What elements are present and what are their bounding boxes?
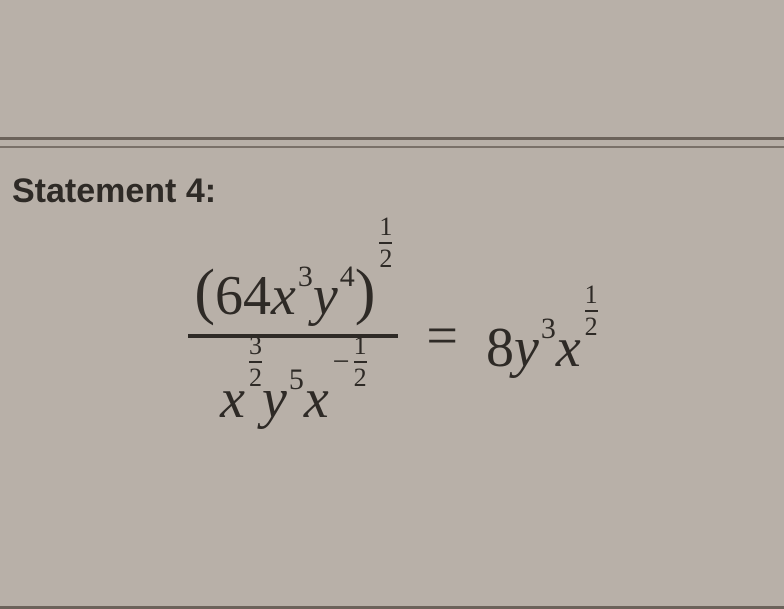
rhs-y-exp: 3 (541, 312, 556, 346)
fraction-bar (188, 334, 398, 338)
var-x: x (271, 264, 296, 328)
den-y-exp: 5 (289, 363, 304, 397)
lhs-fraction: ( 64 x 3 y 4 ) 1 2 (188, 241, 398, 431)
equation: ( 64 x 3 y 4 ) 1 2 (12, 241, 774, 431)
den-x2-exp-num: 1 (354, 333, 367, 359)
den-x1-exp-den: 2 (249, 365, 262, 391)
outer-exp-num: 1 (379, 214, 392, 240)
den-x1-exp-num: 3 (249, 333, 262, 359)
den-x1-exp: 3 2 (249, 304, 262, 391)
rhs-x: x (556, 316, 581, 380)
statement-title: Statement 4: (12, 172, 774, 211)
close-paren: ) (355, 257, 376, 328)
rhs-coef: 8 (486, 316, 514, 380)
rhs-x-exp-num: 1 (585, 282, 598, 308)
equals-sign: = (426, 304, 458, 368)
rhs-x-exp-den: 2 (585, 314, 598, 340)
den-y: y (262, 367, 287, 431)
exp-y-4: 4 (340, 260, 355, 294)
page: Statement 4: ( 64 x 3 y 4 ) (0, 0, 784, 609)
lhs-denominator: x 3 2 y 5 x − 1 (214, 344, 373, 431)
outer-exp-half: 1 2 (379, 185, 392, 272)
exp-x-3: 3 (298, 260, 313, 294)
den-x1: x (220, 367, 245, 431)
rhs-y: y (514, 316, 539, 380)
content-area: Statement 4: ( 64 x 3 y 4 ) (0, 148, 784, 609)
rhs: 8 y 3 x 1 2 (486, 293, 598, 380)
rhs-x-exp: 1 2 (585, 253, 598, 340)
outer-exp-den: 2 (379, 246, 392, 272)
top-margin (0, 0, 784, 140)
coef-64: 64 (215, 264, 271, 328)
var-y: y (313, 264, 338, 328)
neg-sign: − (333, 345, 350, 379)
rule-line (0, 140, 784, 148)
den-x2: x (304, 367, 329, 431)
den-x2-exp: − 1 2 (333, 333, 367, 391)
lhs-numerator: ( 64 x 3 y 4 ) 1 2 (188, 241, 398, 328)
open-paren: ( (194, 257, 215, 328)
den-x2-exp-den: 2 (354, 365, 367, 391)
